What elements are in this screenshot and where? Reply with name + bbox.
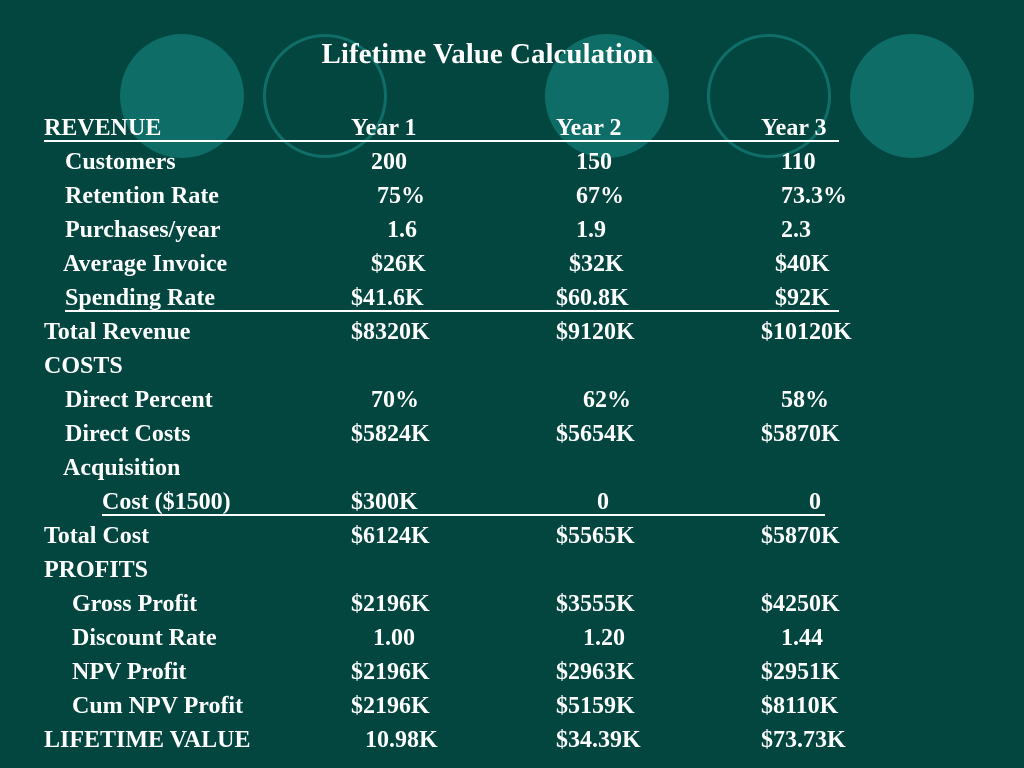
- year2-cell: $3555K: [556, 591, 635, 617]
- table-row: Discount Rate 1.00 1.20 1.44: [0, 621, 1024, 655]
- row-label: Direct Percent: [65, 387, 213, 413]
- decor-ring: [263, 34, 387, 158]
- table-row: NPV Profit $2196K $2963K $2951K: [0, 655, 1024, 689]
- table-row-revenue-header: REVENUE Year 1 Year 2 Year 3: [0, 111, 1024, 145]
- table-row: Direct Costs $5824K $5654K $5870K: [0, 417, 1024, 451]
- year1-cell: 1.6: [387, 217, 417, 243]
- row-label: Acquisition: [63, 455, 181, 481]
- year1-cell: $41.6K: [351, 285, 424, 311]
- year3-cell: $73.73K: [761, 727, 846, 753]
- row-label: Average Invoice: [63, 251, 228, 277]
- decor-circle: [545, 34, 669, 158]
- year3-cell: $92K: [775, 285, 830, 311]
- decor-circle: [850, 34, 974, 158]
- year1-cell: $300K: [351, 489, 418, 515]
- row-label: LIFETIME VALUE: [44, 727, 251, 753]
- year2-cell: Year 2: [556, 115, 622, 141]
- year1-cell: $5824K: [351, 421, 430, 447]
- year2-cell: $32K: [569, 251, 624, 277]
- table-row-total: Total Revenue $8320K $9120K $10120K: [0, 315, 1024, 349]
- row-label: Customers: [65, 149, 176, 175]
- row-label: NPV Profit: [72, 659, 187, 685]
- table-row-section: PROFITS: [0, 553, 1024, 587]
- year1-cell: 200: [371, 149, 407, 175]
- year3-cell: $2951K: [761, 659, 840, 685]
- year3-cell: 73.3%: [781, 183, 847, 209]
- year2-cell: 1.20: [583, 625, 625, 651]
- table-row: Cost ($1500) $300K 0 0: [0, 485, 1024, 519]
- underline: [65, 310, 839, 312]
- year2-cell: $5159K: [556, 693, 635, 719]
- year2-cell: 1.9: [576, 217, 606, 243]
- decor-circle: [120, 34, 244, 158]
- year1-cell: Year 1: [351, 115, 417, 141]
- year2-cell: 0: [597, 489, 609, 515]
- table-row-section: COSTS: [0, 349, 1024, 383]
- table-row: Customers 200 150 110: [0, 145, 1024, 179]
- table-row-lifetime-value: LIFETIME VALUE 10.98K $34.39K $73.73K: [0, 723, 1024, 757]
- row-label: Discount Rate: [72, 625, 217, 651]
- row-label: REVENUE: [44, 115, 162, 141]
- underline: [102, 514, 825, 516]
- table-row: Gross Profit $2196K $3555K $4250K: [0, 587, 1024, 621]
- year3-cell: $5870K: [761, 421, 840, 447]
- slide-title: Lifetime Value Calculation: [321, 38, 654, 70]
- year1-cell: 10.98K: [365, 727, 438, 753]
- row-label: Gross Profit: [72, 591, 198, 617]
- row-label: Total Revenue: [44, 319, 191, 345]
- year1-cell: $6124K: [351, 523, 430, 549]
- row-label: COSTS: [44, 353, 123, 379]
- table-row: Direct Percent 70% 62% 58%: [0, 383, 1024, 417]
- year3-cell: $40K: [775, 251, 830, 277]
- year2-cell: 62%: [583, 387, 631, 413]
- year2-cell: $5654K: [556, 421, 635, 447]
- year2-cell: 67%: [576, 183, 624, 209]
- year3-cell: 58%: [781, 387, 829, 413]
- row-label: Direct Costs: [65, 421, 191, 447]
- year1-cell: $2196K: [351, 693, 430, 719]
- row-label: PROFITS: [44, 557, 149, 583]
- row-label: Cum NPV Profit: [72, 693, 244, 719]
- row-label: Purchases/year: [65, 217, 221, 243]
- year2-cell: $2963K: [556, 659, 635, 685]
- underline: [44, 140, 839, 142]
- year3-cell: 1.44: [781, 625, 823, 651]
- row-label: Total Cost: [44, 523, 150, 549]
- table-row: Cum NPV Profit $2196K $5159K $8110K: [0, 689, 1024, 723]
- row-label: Retention Rate: [65, 183, 219, 209]
- year1-cell: 70%: [371, 387, 419, 413]
- year1-cell: $8320K: [351, 319, 430, 345]
- year3-cell: $8110K: [761, 693, 839, 719]
- year3-cell: Year 3: [761, 115, 827, 141]
- year1-cell: $2196K: [351, 591, 430, 617]
- year3-cell: $4250K: [761, 591, 840, 617]
- year3-cell: 2.3: [781, 217, 811, 243]
- year2-cell: $34.39K: [556, 727, 641, 753]
- year3-cell: 110: [781, 149, 816, 175]
- year2-cell: $60.8K: [556, 285, 629, 311]
- year1-cell: 75%: [377, 183, 425, 209]
- year3-cell: 0: [809, 489, 821, 515]
- table-row: Average Invoice $26K $32K $40K: [0, 247, 1024, 281]
- row-label: Spending Rate: [65, 285, 216, 311]
- year2-cell: $9120K: [556, 319, 635, 345]
- year1-cell: $2196K: [351, 659, 430, 685]
- year3-cell: $5870K: [761, 523, 840, 549]
- year1-cell: 1.00: [373, 625, 415, 651]
- table-row: Purchases/year 1.6 1.9 2.3: [0, 213, 1024, 247]
- table-row: Acquisition: [0, 451, 1024, 485]
- year2-cell: $5565K: [556, 523, 635, 549]
- year1-cell: $26K: [371, 251, 426, 277]
- decor-ring: [707, 34, 831, 158]
- table-row: Retention Rate 75% 67% 73.3%: [0, 179, 1024, 213]
- row-label: Cost ($1500): [102, 489, 231, 515]
- year3-cell: $10120K: [761, 319, 852, 345]
- year2-cell: 150: [576, 149, 612, 175]
- table-row-total: Total Cost $6124K $5565K $5870K: [0, 519, 1024, 553]
- table-row: Spending Rate $41.6K $60.8K $92K: [0, 281, 1024, 315]
